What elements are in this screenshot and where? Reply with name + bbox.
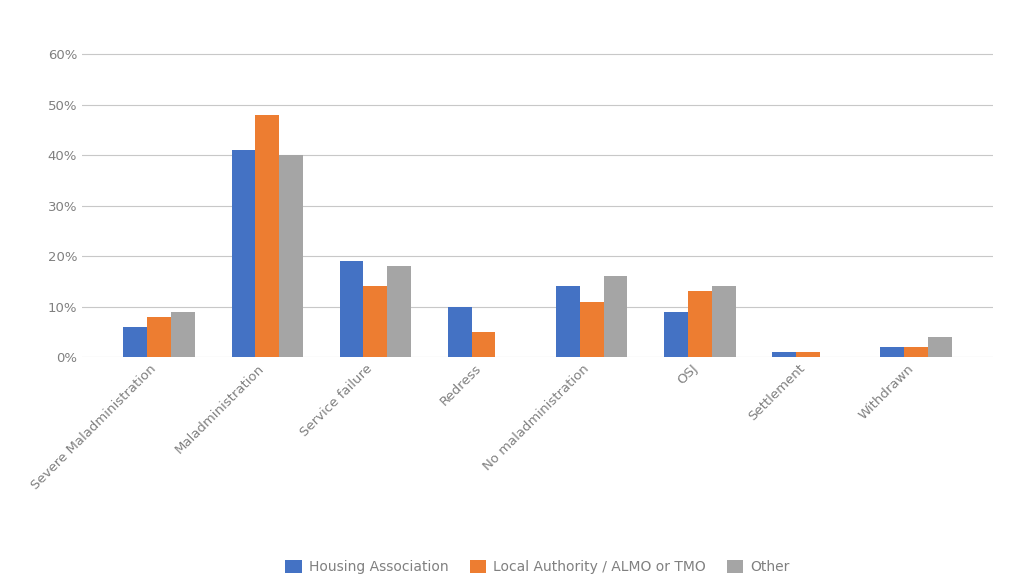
Bar	[340, 261, 364, 357]
Bar	[255, 115, 280, 357]
Bar	[171, 312, 195, 357]
Bar	[387, 266, 411, 357]
Bar	[881, 347, 904, 357]
Bar	[472, 332, 496, 357]
Bar	[123, 327, 147, 357]
Bar	[280, 155, 303, 357]
Bar	[447, 306, 472, 357]
Bar	[712, 286, 735, 357]
Bar	[665, 312, 688, 357]
Bar	[556, 286, 580, 357]
Bar	[796, 352, 820, 357]
Bar	[231, 150, 255, 357]
Bar	[904, 347, 928, 357]
Bar	[147, 317, 171, 357]
Bar	[688, 291, 712, 357]
Legend: Housing Association, Local Authority / ALMO or TMO, Other: Housing Association, Local Authority / A…	[280, 555, 796, 576]
Bar	[580, 302, 603, 357]
Bar	[772, 352, 796, 357]
Bar	[928, 337, 952, 357]
Bar	[364, 286, 387, 357]
Bar	[603, 276, 628, 357]
